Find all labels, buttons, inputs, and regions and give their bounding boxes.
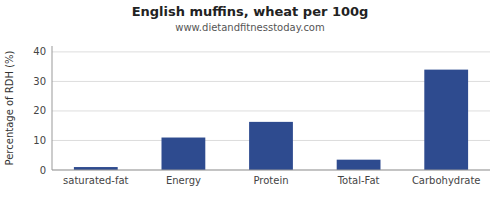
bar	[424, 70, 468, 170]
bar	[249, 122, 293, 170]
y-tick-label: 20	[33, 105, 46, 116]
subtitle: www.dietandfitnesstoday.com	[175, 22, 324, 33]
grid-line	[52, 51, 490, 52]
title: English muffins, wheat per 100g	[132, 4, 369, 19]
background	[0, 0, 500, 200]
y-grid	[52, 52, 490, 170]
grid-line	[52, 170, 490, 171]
y-axis-label: Percentage of RDH (%)	[4, 50, 15, 165]
x-tick-label: Total-Fat	[337, 175, 380, 186]
x-tick-label: Carbohydrate	[412, 175, 481, 186]
y-tick-label: 30	[33, 76, 46, 87]
x-tick-label: Energy	[166, 175, 201, 186]
bar	[337, 160, 381, 170]
y-axis-line	[52, 46, 53, 170]
bars	[74, 70, 468, 170]
y-tick-label: 0	[40, 165, 46, 176]
chart-container: English muffins, wheat per 100g www.dieta…	[0, 0, 500, 200]
x-axis-line	[52, 170, 490, 171]
x-tick-label: saturated-fat	[63, 175, 129, 186]
chart-svg: English muffins, wheat per 100g www.dieta…	[0, 0, 500, 200]
x-tick-label: Protein	[253, 175, 288, 186]
y-tick-label: 40	[33, 46, 46, 57]
y-tick-label: 10	[33, 135, 46, 146]
bar	[162, 138, 206, 170]
